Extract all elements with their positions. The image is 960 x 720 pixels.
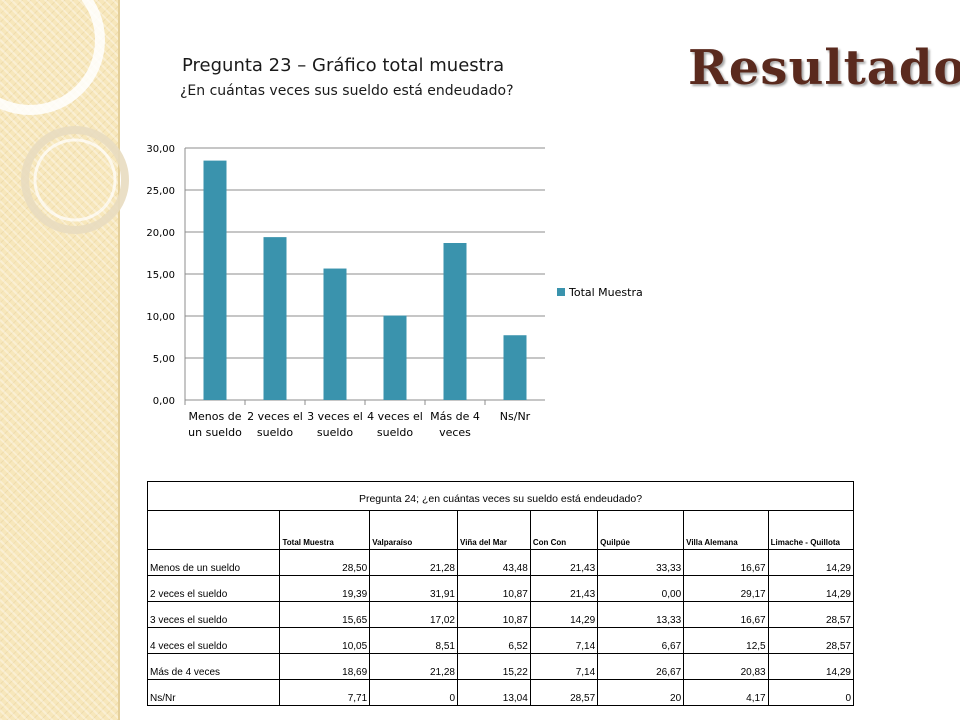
table-cell: 7,14 [529,627,598,654]
table-cell: 6,52 [457,627,531,654]
table-row: Más de 4 veces 18,69 21,28 15,22 7,14 26,67 20… [146,653,855,680]
table-header-cell: Total Muestra [279,510,371,550]
x-tick-label: Ns/Nr [500,410,531,423]
table-cell: 33,33 [597,549,684,576]
table-cell: 28,57 [767,601,855,628]
decorative-rings [0,0,129,234]
table-cell: 21,28 [369,549,458,576]
results-table: Pregunta 24; ¿en cuántas veces su sueldo… [146,481,855,706]
table-cell: 7,14 [529,653,598,680]
table-cell: 13,04 [457,679,531,706]
table-cell: 15,22 [457,653,531,680]
table-header-row: Total Muestra Valparaíso Viña del Mar Con C… [146,510,855,550]
decorative-side-strip [0,0,120,720]
row-label: 3 veces el sueldo [146,601,280,628]
table-cell: 14,29 [767,575,855,602]
table-cell: 20 [597,679,684,706]
bar [263,237,287,400]
x-tick-label: un sueldo [188,426,242,439]
bar-chart: 0,00 5,00 10,00 15,00 20,00 25,00 30,00 Menos d… [146,144,643,439]
table-cell: 10,87 [457,575,531,602]
table-cell: 43,48 [457,549,531,576]
table-cell: 21,43 [529,549,598,576]
row-label: 2 veces el sueldo [146,575,280,602]
chart-title: Pregunta 23 – Gráfico total muestra [182,55,505,76]
slide-heading: Resultados [688,40,960,96]
table-header-cell: Viña del Mar [457,510,531,550]
row-label: Menos de un sueldo [146,549,280,576]
y-tick-label: 25,00 [146,186,175,197]
table-row: Ns/Nr 7,71 0 13,04 28,57 20 4,17 0 [146,679,855,706]
table-cell: 6,67 [597,627,684,654]
x-tick-label: sueldo [317,426,354,439]
bar [203,160,227,400]
table-cell: 14,29 [767,653,855,680]
legend-swatch [557,288,565,296]
x-tick-label: sueldo [257,426,294,439]
table-cell: 17,02 [369,601,458,628]
table-body: Menos de un sueldo 28,50 21,28 43,48 21,43 33… [146,549,855,706]
table-cell: 10,87 [457,601,531,628]
row-label: Más de 4 veces [146,653,280,680]
table-cell: 14,29 [529,601,598,628]
x-tick-label: Menos de [189,410,242,423]
table-cell: 15,65 [279,601,370,628]
row-label: 4 veces el sueldo [146,627,280,654]
y-tick-label: 5,00 [153,354,175,365]
table-header-cell [146,510,281,550]
table-cell: 8,51 [369,627,458,654]
table-row: 2 veces el sueldo 19,39 31,91 10,87 21,43 0,0… [146,575,855,602]
table-cell: 19,39 [279,575,370,602]
table-cell: 31,91 [369,575,458,602]
bar [503,335,527,400]
y-tick-label: 15,00 [146,270,175,281]
table-cell: 20,83 [683,653,769,680]
table-row: 3 veces el sueldo 15,65 17,02 10,87 14,29 13,… [146,601,855,628]
table-row: 4 veces el sueldo 10,05 8,51 6,52 7,14 6,67 12… [146,627,855,654]
table-cell: 21,43 [529,575,598,602]
x-tick-label: 4 veces el [367,410,423,423]
table-cell: 28,50 [279,549,370,576]
table-cell: 13,33 [597,601,684,628]
table-header-cell: Quilpúe [597,510,685,550]
x-tick-label: 2 veces el [247,410,303,423]
table-caption: Pregunta 24; ¿en cuántas veces su sueldo… [147,481,854,511]
legend-label: Total Muestra [568,286,643,299]
table-header-cell: Valparaíso [369,510,458,550]
table-cell: 28,57 [767,627,855,654]
table-row: Menos de un sueldo 28,50 21,28 43,48 21,43 33… [146,549,855,576]
bar [383,315,407,400]
bar [323,268,347,400]
table-cell: 18,69 [279,653,370,680]
y-tick-label: 20,00 [146,228,175,239]
y-tick-label: 30,00 [146,144,175,155]
table-cell: 12,5 [683,627,769,654]
bar [443,243,467,400]
table-cell: 10,05 [279,627,370,654]
y-tick-label: 10,00 [146,312,175,323]
table-cell: 0 [767,679,855,706]
table-header-cell: Con Con [529,510,599,550]
table-cell: 4,17 [683,679,769,706]
table-cell: 0 [369,679,458,706]
table-cell: 14,29 [767,549,855,576]
x-tick-label: 3 veces el [307,410,363,423]
table-cell: 7,71 [279,679,370,706]
x-tick-label: Más de 4 [430,410,480,423]
table-cell: 28,57 [529,679,598,706]
row-label: Ns/Nr [146,679,280,706]
chart-subtitle: ¿En cuántas veces sus sueldo está endeud… [180,83,514,99]
table-header-cell: Villa Alemana [683,510,769,550]
table-cell: 26,67 [597,653,684,680]
table-cell: 0,00 [597,575,684,602]
table-cell: 29,17 [683,575,769,602]
table-cell: 16,67 [683,549,769,576]
x-tick-label: sueldo [377,426,414,439]
table-cell: 16,67 [683,601,769,628]
table-cell: 21,28 [369,653,458,680]
table-header-cell: Limache - Quillota [767,510,855,550]
y-tick-label: 0,00 [153,396,175,407]
x-tick-label: veces [439,426,471,439]
